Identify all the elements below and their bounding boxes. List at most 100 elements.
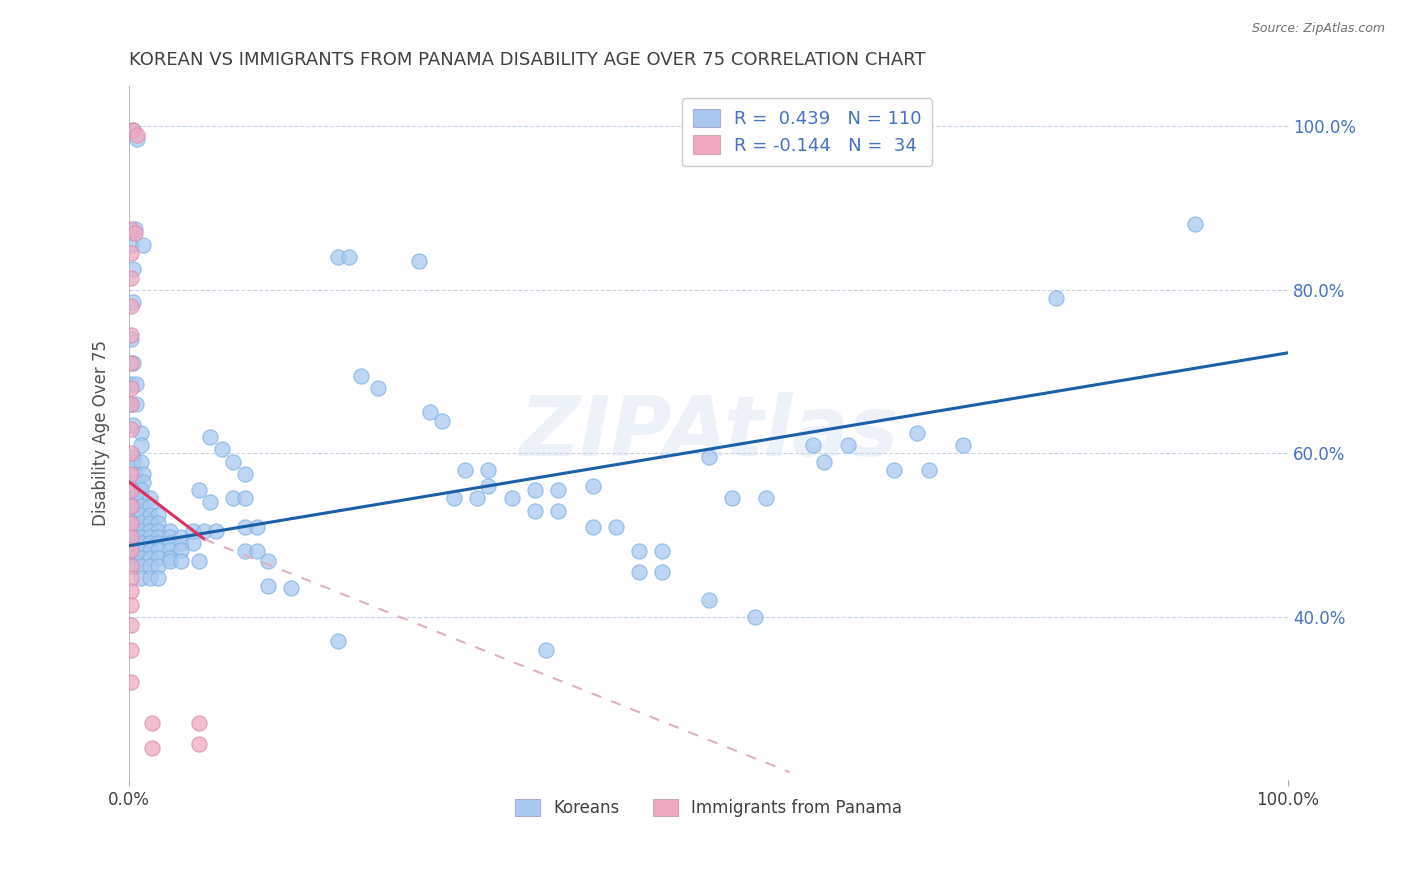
Point	[200, 495, 222, 509]
Point	[159, 530, 181, 544]
Point	[139, 508, 162, 522]
Point	[127, 131, 149, 145]
Point	[120, 467, 142, 481]
Point	[605, 520, 627, 534]
Point	[120, 332, 142, 346]
Point	[233, 544, 256, 558]
Text: Source: ZipAtlas.com: Source: ZipAtlas.com	[1251, 22, 1385, 36]
Point	[139, 542, 162, 557]
Point	[523, 483, 546, 497]
Point	[124, 467, 146, 481]
Point	[121, 123, 143, 137]
Point	[139, 500, 162, 514]
Point	[146, 530, 169, 544]
Point	[200, 430, 222, 444]
Point	[132, 475, 155, 489]
Point	[125, 397, 148, 411]
Point	[211, 442, 233, 457]
Point	[120, 530, 142, 544]
Point	[233, 467, 256, 481]
Point	[651, 544, 673, 558]
Point	[125, 376, 148, 391]
Point	[121, 500, 143, 514]
Point	[547, 483, 569, 497]
Point	[121, 454, 143, 468]
Point	[121, 536, 143, 550]
Point	[139, 530, 162, 544]
Point	[121, 559, 143, 574]
Point	[129, 559, 152, 574]
Point	[245, 520, 267, 534]
Point	[627, 565, 650, 579]
Point	[129, 516, 152, 530]
Point	[187, 737, 209, 751]
Text: KOREAN VS IMMIGRANTS FROM PANAMA DISABILITY AGE OVER 75 CORRELATION CHART: KOREAN VS IMMIGRANTS FROM PANAMA DISABIL…	[129, 51, 925, 69]
Point	[170, 554, 193, 568]
Point	[952, 438, 974, 452]
Point	[146, 571, 169, 585]
Point	[129, 551, 152, 566]
Point	[129, 483, 152, 497]
Point	[127, 128, 149, 142]
Point	[120, 376, 142, 391]
Point	[139, 516, 162, 530]
Point	[187, 483, 209, 497]
Point	[121, 483, 143, 497]
Point	[121, 356, 143, 370]
Point	[146, 524, 169, 538]
Point	[1184, 218, 1206, 232]
Legend: Koreans, Immigrants from Panama: Koreans, Immigrants from Panama	[508, 793, 908, 824]
Point	[132, 238, 155, 252]
Text: ZIPAtlas: ZIPAtlas	[519, 392, 898, 474]
Point	[120, 221, 142, 235]
Point	[477, 463, 499, 477]
Point	[120, 397, 142, 411]
Point	[120, 583, 142, 598]
Point	[120, 598, 142, 612]
Point	[582, 520, 605, 534]
Point	[129, 438, 152, 452]
Point	[477, 479, 499, 493]
Point	[837, 438, 859, 452]
Point	[443, 491, 465, 506]
Point	[170, 536, 193, 550]
Point	[120, 500, 142, 514]
Point	[146, 508, 169, 522]
Point	[245, 544, 267, 558]
Point	[129, 491, 152, 506]
Point	[139, 491, 162, 506]
Point	[159, 536, 181, 550]
Point	[367, 381, 389, 395]
Point	[121, 295, 143, 310]
Point	[326, 250, 349, 264]
Point	[141, 740, 163, 755]
Point	[120, 299, 142, 313]
Point	[187, 716, 209, 731]
Point	[129, 508, 152, 522]
Point	[121, 516, 143, 530]
Point	[918, 463, 941, 477]
Point	[813, 454, 835, 468]
Point	[120, 483, 142, 497]
Point	[120, 356, 142, 370]
Point	[187, 554, 209, 568]
Point	[257, 554, 280, 568]
Point	[465, 491, 488, 506]
Point	[801, 438, 824, 452]
Point	[141, 716, 163, 731]
Point	[181, 536, 204, 550]
Point	[419, 405, 441, 419]
Point	[159, 554, 181, 568]
Point	[121, 123, 143, 137]
Point	[120, 618, 142, 632]
Point	[121, 551, 143, 566]
Point	[129, 542, 152, 557]
Point	[129, 536, 152, 550]
Point	[1045, 291, 1067, 305]
Point	[193, 524, 215, 538]
Point	[121, 262, 143, 277]
Point	[430, 414, 453, 428]
Point	[120, 226, 142, 240]
Point	[120, 559, 142, 574]
Point	[408, 254, 430, 268]
